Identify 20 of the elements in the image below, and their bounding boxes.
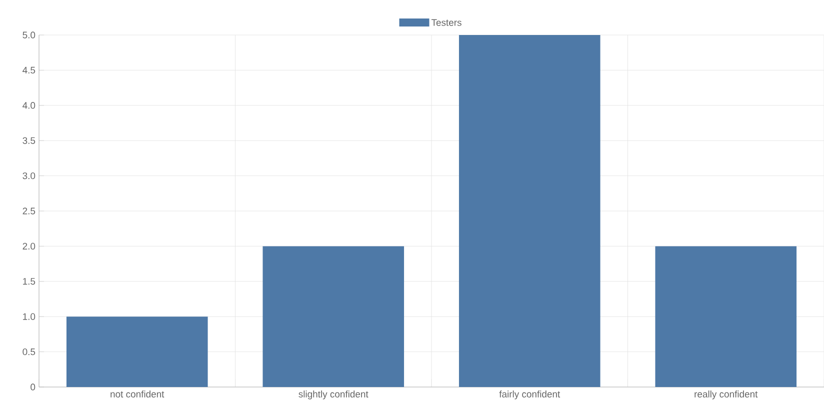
x-tick-label: really confident (694, 390, 758, 400)
y-tick-label: 0.5 (22, 348, 36, 356)
y-tick-label: 2.5 (22, 208, 36, 214)
bar (655, 246, 797, 387)
y-tick-label: 5.0 (22, 32, 36, 38)
y-tick-label: 2.0 (22, 242, 36, 250)
x-tick-label: slightly confident (298, 390, 368, 400)
y-tick-label: 4.5 (22, 66, 36, 74)
x-tick-label: fairly confident (499, 390, 560, 400)
bar (458, 35, 600, 387)
y-tick-label: 3.0 (22, 172, 36, 180)
y-tick-label: 1.0 (23, 313, 36, 320)
legend-label: Testers (431, 19, 462, 26)
y-tick-label: 4.0 (22, 102, 36, 109)
y-tick-label: 1.5 (23, 278, 36, 285)
y-tick-label: 3.5 (22, 137, 36, 144)
y-tick-label: 0 (30, 384, 36, 390)
x-tick-label: not confident (110, 390, 164, 398)
bar (66, 316, 208, 387)
bar (262, 246, 404, 387)
